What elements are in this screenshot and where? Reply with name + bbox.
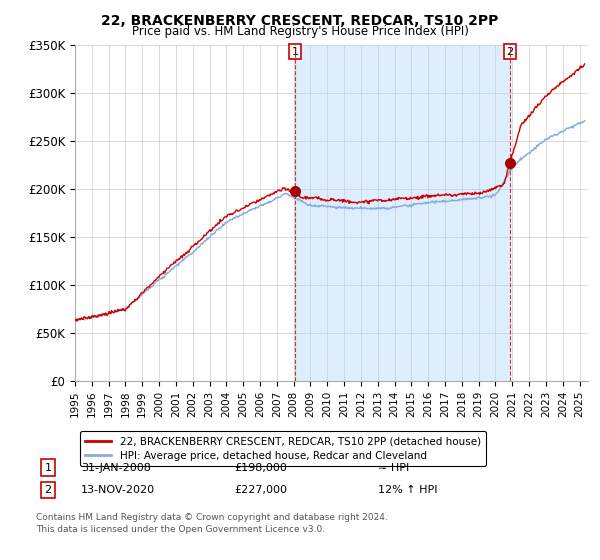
Text: Contains HM Land Registry data © Crown copyright and database right 2024.: Contains HM Land Registry data © Crown c… (36, 514, 388, 522)
Bar (295, 45, 510, 381)
Text: ≈ HPI: ≈ HPI (378, 463, 409, 473)
Text: 2: 2 (44, 485, 52, 495)
Text: 1: 1 (44, 463, 52, 473)
Text: Price paid vs. HM Land Registry's House Price Index (HPI): Price paid vs. HM Land Registry's House … (131, 25, 469, 38)
Text: 1: 1 (292, 46, 299, 57)
Text: £198,000: £198,000 (234, 463, 287, 473)
Text: 22, BRACKENBERRY CRESCENT, REDCAR, TS10 2PP: 22, BRACKENBERRY CRESCENT, REDCAR, TS10 … (101, 14, 499, 28)
Text: 2: 2 (506, 46, 514, 57)
Text: This data is licensed under the Open Government Licence v3.0.: This data is licensed under the Open Gov… (36, 525, 325, 534)
Text: 31-JAN-2008: 31-JAN-2008 (81, 463, 151, 473)
Legend: 22, BRACKENBERRY CRESCENT, REDCAR, TS10 2PP (detached house), HPI: Average price: 22, BRACKENBERRY CRESCENT, REDCAR, TS10 … (80, 431, 486, 466)
Text: £227,000: £227,000 (234, 485, 287, 495)
Text: 12% ↑ HPI: 12% ↑ HPI (378, 485, 437, 495)
Text: 13-NOV-2020: 13-NOV-2020 (81, 485, 155, 495)
